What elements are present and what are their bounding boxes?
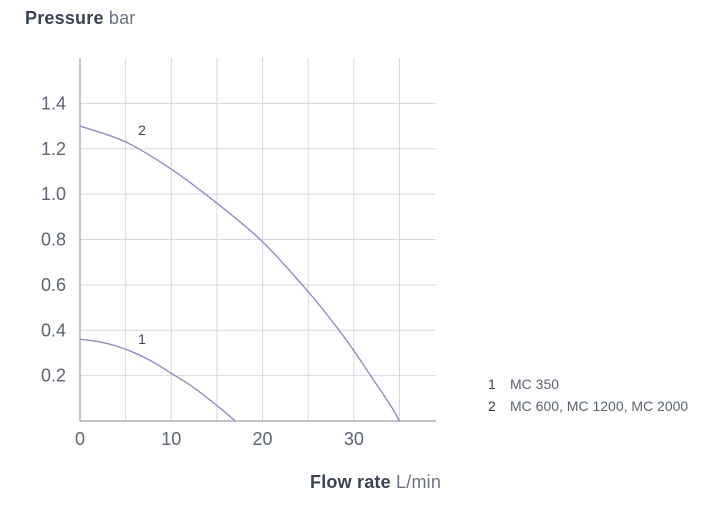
- series-line-2: [79, 125, 401, 422]
- y-tick-label: 1.2: [41, 139, 66, 159]
- legend: 1 MC 350 2 MC 600, MC 1200, MC 2000: [488, 373, 688, 417]
- legend-number: 1: [488, 376, 496, 392]
- y-tick-label: 0.2: [41, 366, 66, 386]
- y-axis-title: Pressure bar: [25, 8, 135, 29]
- legend-label: MC 600, MC 1200, MC 2000: [510, 398, 689, 414]
- legend-item-1: 1 MC 350: [488, 373, 688, 395]
- y-tick-label: 1.4: [41, 93, 66, 113]
- y-tick-label: 1.0: [41, 184, 66, 204]
- x-axis-title: Flow rate L/min: [310, 472, 441, 493]
- series-line-1: [79, 338, 236, 422]
- curve-label: 1: [138, 331, 146, 347]
- x-axis-unit: L/min: [396, 472, 442, 492]
- x-tick-label: 0: [75, 429, 85, 449]
- legend-item-2: 2 MC 600, MC 1200, MC 2000: [488, 395, 688, 417]
- legend-number: 2: [488, 398, 496, 414]
- y-axis-label: Pressure: [25, 8, 104, 28]
- x-axis-label: Flow rate: [310, 472, 391, 492]
- legend-label: MC 350: [510, 376, 560, 392]
- x-tick-label: 30: [344, 429, 364, 449]
- y-tick-label: 0.6: [41, 275, 66, 295]
- curve-label: 2: [138, 122, 146, 138]
- y-tick-label: 0.4: [41, 320, 66, 340]
- y-axis-unit: bar: [108, 8, 136, 28]
- x-tick-label: 10: [161, 429, 181, 449]
- x-tick-label: 20: [253, 429, 273, 449]
- y-tick-label: 0.8: [41, 230, 66, 250]
